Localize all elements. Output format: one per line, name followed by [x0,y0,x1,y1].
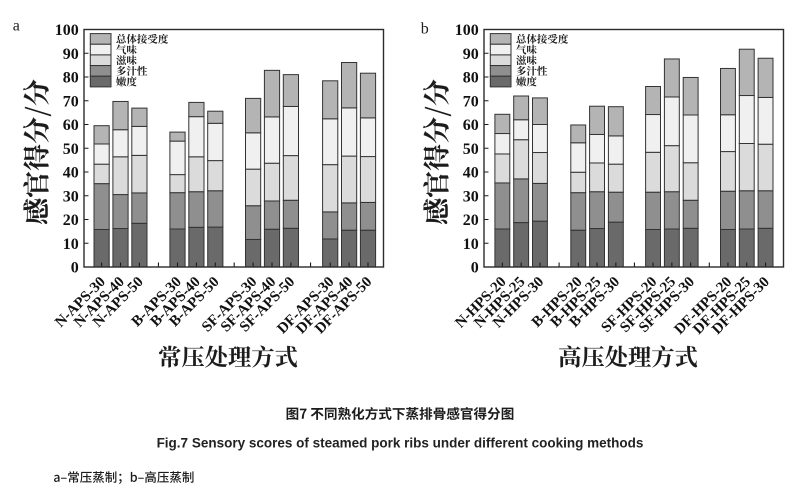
svg-text:40: 40 [63,165,79,182]
svg-text:a: a [13,17,20,34]
svg-text:Fig.7 Sensory scores of steame: Fig.7 Sensory scores of steamed pork rib… [157,436,644,451]
svg-text:30: 30 [463,188,479,205]
svg-text:40: 40 [463,165,479,182]
svg-text:80: 80 [63,70,79,87]
svg-text:90: 90 [63,46,79,63]
svg-text:b: b [421,21,429,38]
svg-text:50: 50 [463,141,479,158]
svg-text:80: 80 [463,70,479,87]
svg-text:20: 20 [463,212,479,229]
svg-text:60: 60 [463,117,479,134]
svg-text:90: 90 [463,46,479,63]
svg-text:70: 70 [463,93,479,110]
svg-text:30: 30 [63,188,79,205]
svg-text:10: 10 [63,236,79,253]
svg-text:50: 50 [63,141,79,158]
svg-text:70: 70 [63,93,79,110]
svg-text:10: 10 [463,236,479,253]
svg-text:60: 60 [63,117,79,134]
svg-text:100: 100 [455,22,479,39]
svg-text:100: 100 [55,22,79,39]
svg-text:0: 0 [71,260,79,277]
svg-text:20: 20 [63,212,79,229]
svg-text:0: 0 [471,260,479,277]
